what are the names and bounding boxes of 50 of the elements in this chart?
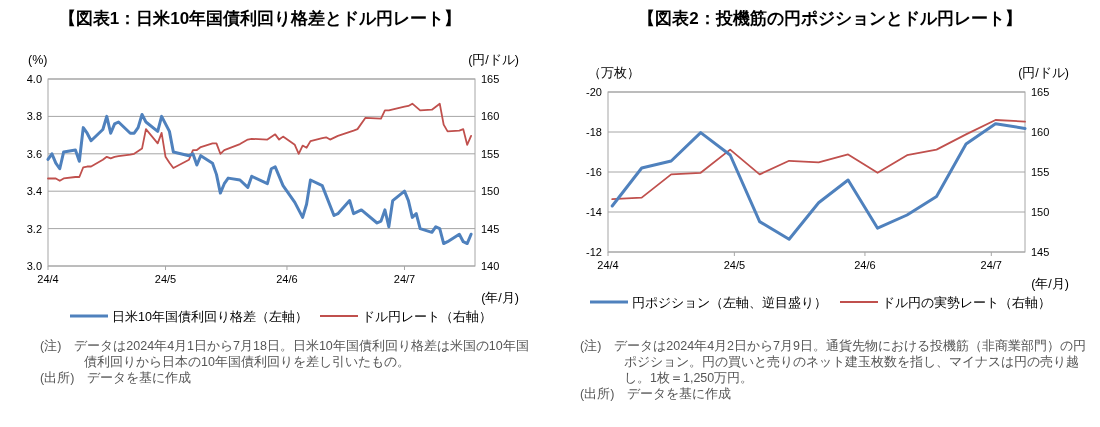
- chart-title: 【図表1：日米10年国債利回り格差とドル円レート】: [58, 9, 462, 28]
- y2-tick-label: 155: [1031, 166, 1050, 178]
- y2-tick-label: 155: [481, 147, 500, 160]
- line-series: [46, 113, 473, 246]
- chart-title: 【図表2：投機筋の円ポジションとドル円レート】: [638, 9, 1022, 28]
- y2-tick-label: 145: [481, 222, 500, 235]
- text: (出所) データを基に作成: [580, 386, 733, 402]
- y2-tick-label: 160: [1031, 126, 1050, 138]
- y2-tick-label: 165: [481, 73, 500, 85]
- x-axis-title: (年/月): [1031, 277, 1069, 291]
- y-tick-label: 3.8: [26, 110, 42, 123]
- legend-label: ドル円の実勢レート（右軸）: [882, 295, 1051, 310]
- y-tick-label: 3.6: [26, 147, 42, 160]
- y-tick-label: 4.0: [26, 73, 42, 85]
- legend-label: 日米10年国債利回り格差（左軸）: [112, 310, 308, 324]
- y-tick-label: -16: [586, 166, 602, 178]
- x-tick-label: 24/5: [723, 259, 746, 271]
- x-axis-title: (年/月): [481, 291, 519, 305]
- text: (出所) データを基に作成: [40, 370, 193, 386]
- y-tick-label: 3.2: [26, 222, 42, 235]
- x-tick-label: 24/5: [154, 273, 177, 285]
- x-tick-label: 24/7: [393, 273, 416, 285]
- y-tick-label: 3.4: [26, 185, 42, 198]
- y2-tick-label: 145: [1031, 246, 1050, 258]
- legend-label: ドル円レート（右軸）: [362, 310, 492, 324]
- line-series: [610, 122, 1027, 241]
- y-axis-title: (%): [28, 53, 48, 67]
- x-tick-label: 24/4: [37, 273, 59, 285]
- y2-tick-label: 140: [481, 260, 500, 272]
- y-tick-label: -18: [586, 126, 602, 138]
- text: (注) データは2024年4月1日から7月18日。日米10年国債利回り格差は米国の10年国債利回りから日本の10年国債利回りを差し引いたもの。: [40, 338, 530, 370]
- y2-tick-label: 165: [1031, 86, 1050, 98]
- x-tick-label: 24/6: [854, 259, 876, 271]
- x-tick-label: 24/7: [980, 259, 1003, 271]
- y2-tick-label: 160: [481, 110, 500, 123]
- y-tick-label: -12: [586, 246, 602, 258]
- text: (注) データは2024年4月2日から7月9日。通貨先物における投機筋（非商業部門）の円ポジション。円の買いと売りのネット建玉枚数を指し、マイナスは円の売り越し。1枚＝1,250万円。: [580, 338, 1087, 386]
- y2-axis-title: (円/ドル): [468, 53, 519, 67]
- y-tick-label: -14: [586, 206, 602, 218]
- y2-axis-title: (円/ドル): [1018, 66, 1069, 80]
- line-series: [611, 119, 1026, 201]
- line-series: [47, 102, 472, 182]
- y-axis-title: （万枚）: [588, 66, 640, 80]
- y2-tick-label: 150: [1031, 206, 1050, 218]
- x-tick-label: 24/6: [276, 273, 298, 285]
- y-tick-label: 3.0: [26, 260, 42, 272]
- y-tick-label: -20: [586, 86, 602, 98]
- x-tick-label: 24/4: [597, 259, 619, 271]
- legend-label: 円ポジション（左軸、逆目盛り）: [632, 296, 827, 310]
- y2-tick-label: 150: [481, 185, 500, 198]
